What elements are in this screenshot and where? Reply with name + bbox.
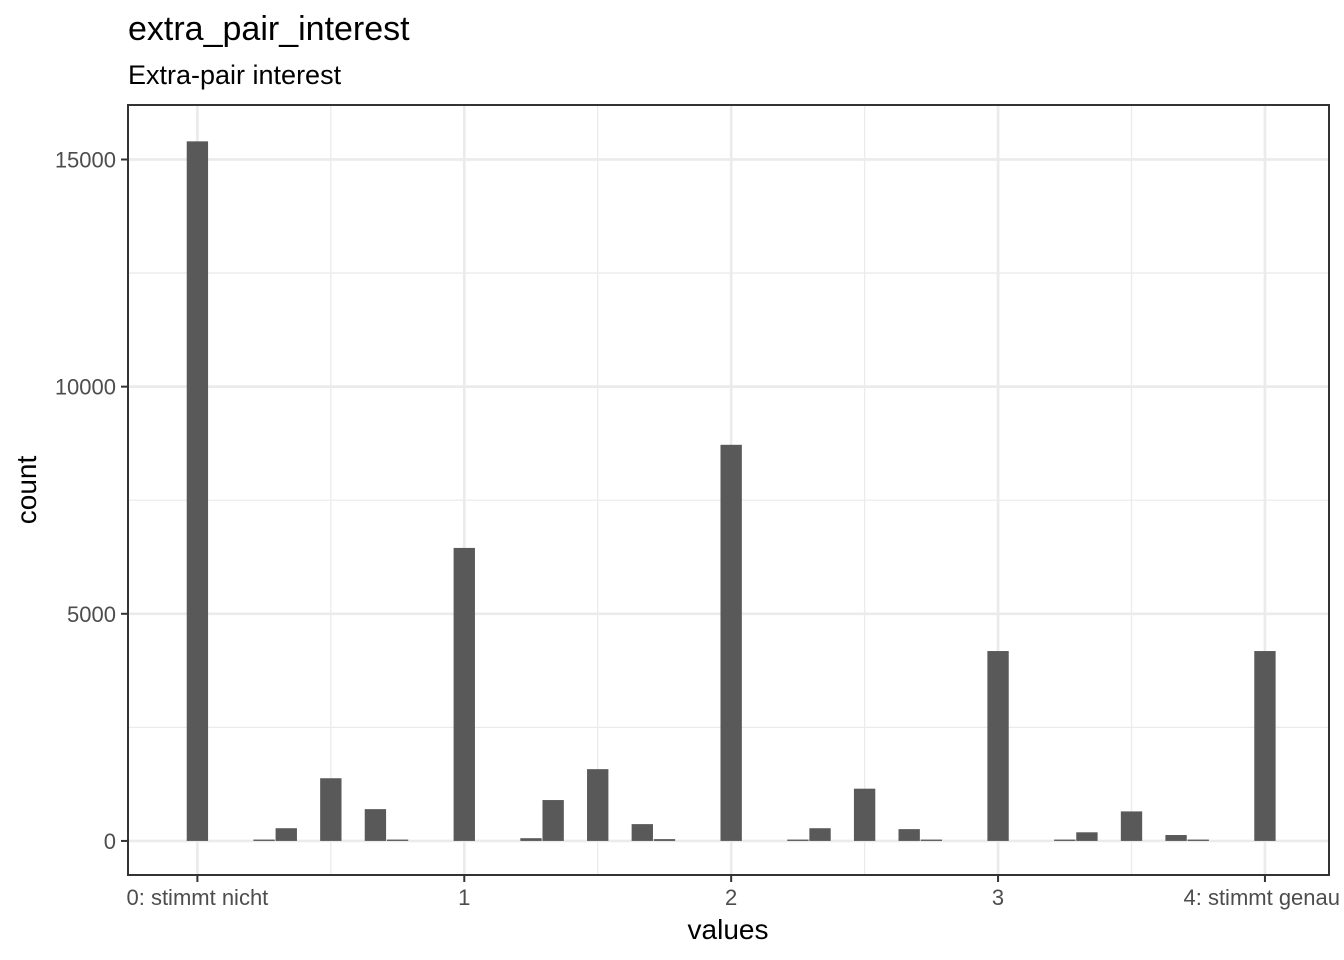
histogram-bar [898, 829, 920, 841]
histogram-bar [1120, 811, 1143, 841]
x-tick-label: 3 [992, 885, 1004, 910]
histogram-bar [386, 839, 409, 841]
histogram-bar [275, 828, 297, 841]
histogram-bar [920, 839, 943, 841]
histogram-bar [987, 651, 1009, 841]
histogram-bar [1254, 651, 1276, 841]
y-tick-label: 15000 [55, 148, 116, 173]
histogram-bar [587, 769, 609, 841]
histogram-bar [453, 547, 475, 841]
histogram-bar [720, 444, 742, 841]
bars [186, 141, 1276, 841]
x-tick-label: 4: stimmt genau [1183, 885, 1340, 910]
histogram-bar [520, 838, 542, 841]
histogram-bar [320, 778, 342, 841]
histogram-bar [809, 828, 831, 841]
histogram-bar [1187, 839, 1209, 841]
histogram-bar [631, 824, 653, 841]
chart-title: extra_pair_interest [128, 10, 410, 48]
x-axis: 0: stimmt nicht 1 2 3 4: stimmt genau [126, 875, 1340, 910]
histogram-bar [787, 839, 809, 841]
chart-subtitle: Extra-pair interest [128, 60, 342, 90]
histogram-bar [253, 839, 275, 841]
y-tick-label: 5000 [67, 602, 116, 627]
y-tick-label: 10000 [55, 375, 116, 400]
y-axis: 0 5000 10000 15000 [55, 148, 128, 854]
histogram-bar [1165, 835, 1187, 841]
x-tick-label: 2 [725, 885, 737, 910]
histogram-bar [186, 141, 209, 841]
histogram-bar [542, 800, 564, 841]
histogram-bar [364, 809, 387, 841]
y-axis-title: count [11, 456, 42, 525]
histogram-bar [1076, 832, 1098, 841]
x-axis-title: values [688, 914, 769, 945]
x-tick-label: 0: stimmt nicht [126, 885, 268, 910]
y-tick-label: 0 [104, 829, 116, 854]
histogram-bar [853, 788, 876, 841]
histogram-bar [653, 839, 676, 841]
plot-panel-border [127, 104, 1330, 876]
histogram-bar [1054, 839, 1076, 841]
x-tick-label: 1 [458, 885, 470, 910]
